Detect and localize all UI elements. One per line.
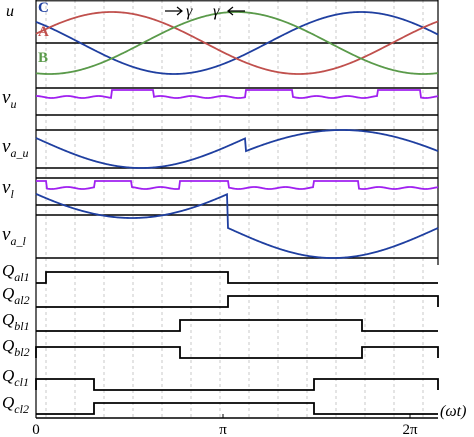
row-label: va_u [2, 136, 28, 160]
switch-signal [36, 271, 438, 284]
row-subscript: cl2 [14, 402, 29, 416]
row-subscript: a_u [10, 146, 28, 160]
row-symbol: Q [2, 261, 14, 280]
arrow [165, 6, 183, 16]
axis-label: u [6, 3, 14, 20]
row-label: Qal1 [2, 261, 30, 284]
switch-signal [36, 295, 439, 308]
row-subscript: u [10, 97, 16, 111]
row-label: vl [2, 177, 14, 201]
v-a-u [35, 129, 439, 169]
row-label: va_l [2, 224, 26, 248]
row-symbol: Q [2, 366, 14, 385]
row-symbol: v [2, 136, 11, 157]
arrow [227, 6, 245, 16]
row-label: Qcl2 [2, 393, 29, 416]
grid [35, 0, 439, 418]
curve-label: B [38, 50, 48, 66]
switch-signal [36, 319, 438, 332]
v-u [35, 89, 439, 99]
x-tick-label: 0 [32, 422, 40, 437]
phase-b [35, 11, 439, 75]
row-label: Qal2 [2, 284, 30, 307]
gamma: γ [213, 3, 220, 20]
switch-signal [36, 402, 438, 415]
x-tick-label: 2π [402, 422, 418, 437]
row-subscript: bl1 [14, 319, 29, 333]
x-tick-label: π [219, 422, 227, 437]
row-subscript: a_l [10, 234, 26, 248]
row-symbol: v [2, 177, 11, 198]
row-symbol: Q [2, 284, 14, 303]
row-symbol: Q [2, 336, 14, 355]
row-subscript: l [10, 187, 14, 201]
switch-signal [35, 346, 439, 359]
row-subscript: al1 [14, 270, 29, 284]
gamma: γ [186, 3, 193, 20]
v-a-l [35, 192, 439, 259]
row-symbol: Q [2, 393, 14, 412]
row-label: Qcl1 [2, 366, 29, 389]
x-axis-variable: (ωt) [440, 403, 466, 420]
v-l [36, 180, 439, 190]
row-subscript: al2 [14, 293, 29, 307]
curve-label: A [38, 24, 49, 40]
row-symbol: Q [2, 310, 14, 329]
switch-signal [35, 378, 439, 391]
row-label: Qbl2 [2, 336, 30, 359]
curve-label: C [38, 0, 49, 16]
row-symbol: v [2, 224, 11, 245]
waveforms [35, 11, 439, 415]
row-label: Qbl1 [2, 310, 30, 333]
row-label: vu [2, 87, 16, 111]
row-subscript: cl1 [14, 375, 29, 389]
row-subscript: bl2 [14, 345, 29, 359]
phase-a [35, 11, 439, 75]
row-symbol: v [2, 87, 11, 108]
